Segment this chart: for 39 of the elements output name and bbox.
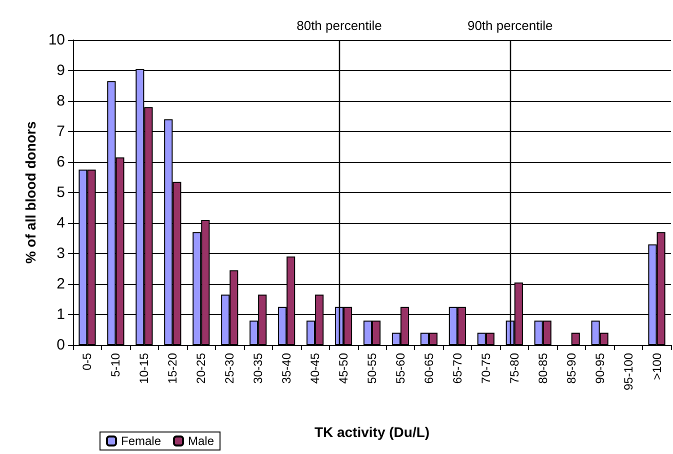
x-tick-label: 5-10 — [108, 352, 123, 378]
x-tick-label: 65-70 — [450, 352, 464, 384]
x-tick-label: 60-65 — [422, 352, 436, 384]
y-tick-label: 8 — [56, 92, 65, 110]
y-tick-label: 6 — [56, 154, 65, 170]
x-tick-label: 80-85 — [536, 352, 550, 384]
x-tick-label: 95-100 — [621, 352, 636, 390]
x-tick-label: 50-55 — [365, 352, 379, 384]
y-axis-title: % of all blood donors — [22, 121, 38, 264]
x-tick-label: 25-30 — [222, 352, 237, 384]
x-tick-label: 90-95 — [592, 352, 607, 384]
x-tick-label: 10-15 — [137, 352, 152, 384]
x-tick-label: 20-25 — [194, 352, 208, 384]
y-tick-label: 3 — [56, 245, 65, 262]
x-tick-label: 70-75 — [478, 352, 493, 384]
x-tick-label: 30-35 — [251, 352, 266, 384]
legend-label: Male — [188, 434, 214, 448]
y-tick-label: 2 — [56, 276, 65, 292]
x-tick-label: >100 — [650, 352, 664, 380]
x-axis-title: TK activity (Du/L) — [314, 424, 430, 440]
x-tick-label: 40-45 — [308, 352, 322, 384]
legend-label: Female — [121, 434, 162, 448]
x-tick-label: 85-90 — [564, 352, 578, 384]
y-tick-label: 10 — [48, 32, 65, 48]
ref-line-label: 90th percentile — [467, 18, 553, 33]
y-tick-label: 1 — [56, 306, 65, 323]
y-tick-label: 4 — [56, 214, 65, 232]
x-tick-label: 15-20 — [166, 352, 180, 384]
x-tick-label: 45-50 — [336, 352, 351, 384]
y-tick-label: 0 — [56, 336, 65, 354]
y-tick-label: 9 — [56, 62, 65, 79]
x-tick-label: 75-80 — [507, 352, 522, 384]
x-tick-label: 35-40 — [280, 352, 294, 384]
ref-line-label: 80th percentile — [296, 18, 382, 33]
y-tick-label: 5 — [56, 184, 65, 201]
bar — [571, 332, 580, 345]
x-tick-label: 0-5 — [80, 352, 94, 370]
y-tick-label: 7 — [56, 123, 65, 140]
x-tick-label: 55-60 — [393, 352, 408, 384]
